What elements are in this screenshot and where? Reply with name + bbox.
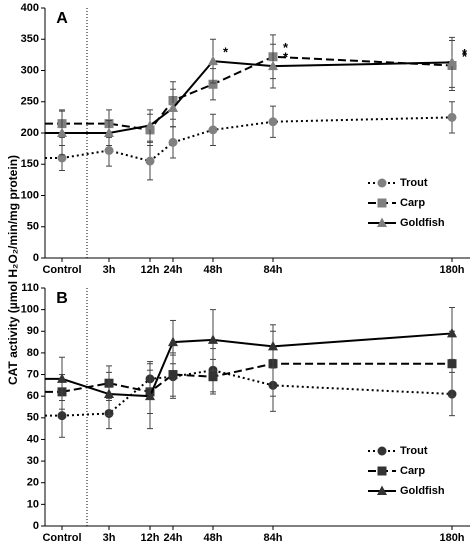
y-tick-label: 60: [27, 390, 39, 402]
marker: [208, 79, 218, 89]
y-tick-label: 90: [27, 325, 39, 337]
y-tick-label: 100: [21, 189, 39, 201]
legend-label: Trout: [400, 177, 428, 189]
series-line: [61, 116, 453, 163]
panel-label: B: [56, 290, 68, 307]
marker: [268, 60, 278, 71]
marker: [208, 334, 218, 344]
series-line: [62, 60, 453, 134]
y-tick-label: 100: [21, 304, 39, 316]
y-tick-label: 150: [21, 158, 39, 170]
marker: [168, 102, 178, 112]
x-tick-label: 12h: [141, 532, 160, 544]
marker: [377, 466, 387, 476]
annotation: *: [283, 50, 289, 65]
y-tick-label: 200: [21, 127, 39, 139]
marker: [377, 198, 387, 208]
y-tick-label: 300: [21, 64, 39, 76]
legend-label: Goldfish: [400, 217, 445, 229]
marker: [208, 55, 218, 66]
marker: [104, 146, 114, 155]
marker: [145, 120, 155, 130]
series-line: [61, 332, 453, 398]
y-tick-label: 10: [27, 498, 39, 510]
x-tick-label: 24h: [164, 264, 183, 276]
legend-label: Carp: [400, 197, 425, 209]
legend-label: Carp: [400, 465, 425, 477]
y-tick-label: 70: [27, 368, 39, 380]
marker: [447, 359, 457, 369]
x-tick-label: 24h: [164, 532, 183, 544]
x-tick-label: 84h: [264, 532, 283, 544]
y-axis-label: CAT activity (µmol H₂O₂/min/mg protein): [6, 155, 20, 385]
marker: [377, 485, 387, 495]
x-tick-label: 180h: [439, 532, 464, 544]
marker: [208, 125, 218, 135]
legend-label: Goldfish: [400, 485, 445, 497]
y-tick-label: 40: [27, 433, 39, 445]
marker: [377, 178, 387, 188]
marker: [168, 336, 178, 347]
marker: [447, 112, 457, 122]
y-tick-label: 20: [27, 477, 39, 489]
x-tick-label: 12h: [141, 264, 160, 276]
marker: [104, 127, 114, 137]
x-tick-label: 3h: [103, 532, 116, 544]
y-tick-label: 30: [27, 455, 39, 467]
annotation: *: [462, 49, 468, 64]
y-tick-label: 0: [33, 520, 39, 532]
series-line: [62, 55, 453, 131]
y-tick-label: 350: [21, 33, 39, 45]
marker: [57, 411, 67, 421]
marker: [145, 390, 155, 401]
series-line: [61, 362, 452, 393]
y-tick-label: 50: [27, 221, 39, 233]
legend-label: Trout: [400, 445, 428, 457]
y-tick-label: 80: [27, 347, 39, 359]
annotation: *: [462, 46, 468, 61]
marker: [145, 156, 155, 166]
y-tick-label: 0: [33, 252, 39, 264]
marker: [57, 153, 67, 163]
marker: [377, 446, 387, 456]
y-tick-label: 250: [21, 96, 39, 108]
x-tick-label: 3h: [103, 264, 116, 276]
marker: [208, 372, 218, 382]
x-tick-label: Control: [42, 532, 81, 544]
marker: [168, 137, 178, 147]
x-tick-label: 84h: [264, 264, 283, 276]
marker: [447, 327, 457, 338]
marker: [268, 117, 278, 127]
annotation: *: [283, 40, 289, 55]
marker: [57, 127, 67, 137]
x-tick-label: Control: [42, 264, 81, 276]
x-tick-label: 48h: [204, 532, 223, 544]
marker: [168, 370, 178, 380]
panel-label: A: [56, 10, 68, 27]
marker: [268, 340, 278, 351]
marker: [377, 217, 387, 227]
y-tick-label: 50: [27, 412, 39, 424]
marker: [447, 56, 457, 67]
y-tick-label: 400: [21, 2, 39, 14]
marker: [104, 388, 114, 399]
y-tick-label: 110: [21, 282, 39, 294]
x-tick-label: 48h: [204, 264, 223, 276]
series-line: [61, 369, 453, 417]
marker: [57, 373, 67, 383]
x-tick-label: 180h: [439, 264, 464, 276]
annotation: *: [223, 45, 229, 60]
